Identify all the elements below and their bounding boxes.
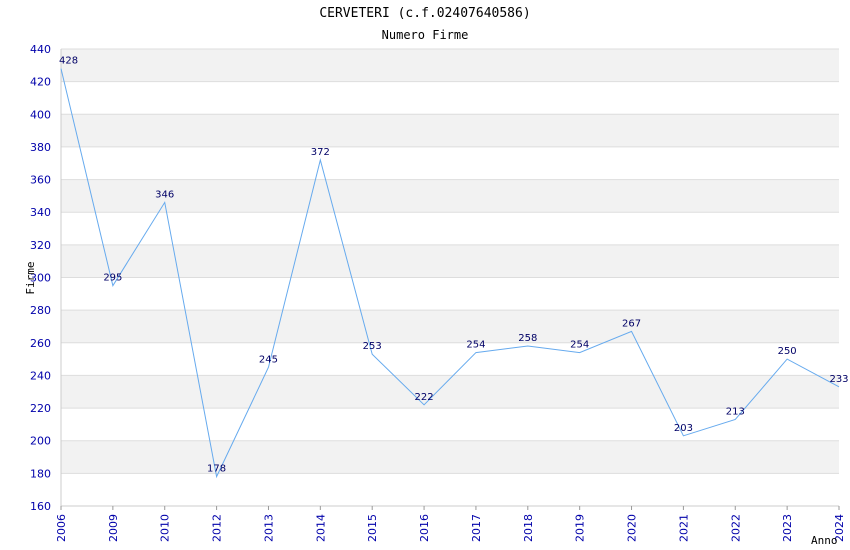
data-label: 267 [622, 318, 641, 329]
x-tick-label: 2023 [781, 514, 794, 542]
x-tick-label: 2019 [574, 514, 587, 542]
grid-band [61, 146, 839, 180]
grid-band [61, 408, 839, 441]
grid-band [61, 375, 839, 409]
x-tick-label: 2020 [626, 514, 639, 542]
data-label: 295 [103, 273, 122, 284]
data-label: 203 [674, 423, 693, 434]
data-label: 254 [570, 340, 589, 351]
grid-band [61, 179, 839, 213]
y-tick-label: 440 [30, 43, 51, 56]
data-label: 250 [778, 346, 797, 357]
x-tick-label: 2016 [418, 514, 431, 542]
x-tick-label: 2021 [677, 514, 690, 542]
grid-band [61, 244, 839, 278]
x-tick-label: 2012 [211, 514, 224, 542]
grid-band [61, 81, 839, 115]
y-tick-label: 160 [30, 500, 51, 513]
y-tick-label: 420 [30, 76, 51, 89]
grid-band [61, 342, 839, 376]
x-tick-label: 2022 [729, 514, 742, 542]
x-tick-label: 2010 [159, 514, 172, 542]
data-label: 253 [363, 341, 382, 352]
chart-title: CERVETERI (c.f.02407640586) [319, 6, 531, 21]
grid-band [61, 440, 839, 474]
x-axis-label: Anno [811, 534, 838, 547]
series-group [60, 68, 840, 479]
y-axis-label: Firme [24, 261, 37, 294]
y-tick-label: 180 [30, 467, 51, 480]
x-tick-label: 2013 [262, 514, 275, 542]
x-tick-label: 2017 [470, 514, 483, 542]
x-tick-labels: 2006 2009 2010 2012 2013 2014 2015 2016 2017 2018… [55, 506, 846, 542]
data-label: 346 [155, 189, 174, 200]
series-line [60, 68, 840, 479]
data-label: 428 [59, 56, 78, 67]
data-label: 222 [415, 392, 434, 403]
data-label: 178 [207, 464, 226, 475]
y-tick-label: 200 [30, 435, 51, 448]
y-tick-label: 220 [30, 402, 51, 415]
x-tick-label: 2018 [522, 514, 535, 542]
y-tick-labels: 160 180 200 220 240 260 280 300 320 340 360 380 400 4… [30, 43, 51, 513]
y-tick-label: 300 [30, 272, 51, 285]
grid-band [61, 310, 839, 343]
x-tick-label: 2009 [107, 514, 120, 542]
data-labels: 428 295 346 178 245 372 253 222 254 258 254 267 203 2… [59, 56, 849, 475]
y-tick-label: 280 [30, 304, 51, 317]
y-tick-label: 260 [30, 337, 51, 350]
grid-band [61, 212, 839, 245]
grid-bands [61, 49, 839, 506]
data-label: 258 [518, 333, 537, 344]
grid-band [61, 114, 839, 147]
y-tick-label: 380 [30, 141, 51, 154]
y-tick-label: 360 [30, 174, 51, 187]
x-tick-label: 2024 [833, 514, 846, 542]
y-tick-label: 240 [30, 369, 51, 382]
data-label: 254 [466, 340, 485, 351]
y-tick-label: 340 [30, 206, 51, 219]
axes [60, 49, 839, 507]
x-tick-label: 2014 [314, 514, 327, 542]
y-tick-label: 320 [30, 239, 51, 252]
grid-band [61, 473, 839, 506]
grid-band [61, 49, 839, 82]
x-tick-label: 2006 [55, 514, 68, 542]
data-label: 245 [259, 354, 278, 365]
y-tick-label: 400 [30, 108, 51, 121]
data-label: 213 [726, 406, 745, 417]
chart-subtitle: Numero Firme [381, 28, 469, 42]
data-label: 372 [311, 147, 330, 158]
grid-band [61, 277, 839, 311]
data-label: 233 [829, 374, 848, 385]
x-tick-label: 2015 [366, 514, 379, 542]
